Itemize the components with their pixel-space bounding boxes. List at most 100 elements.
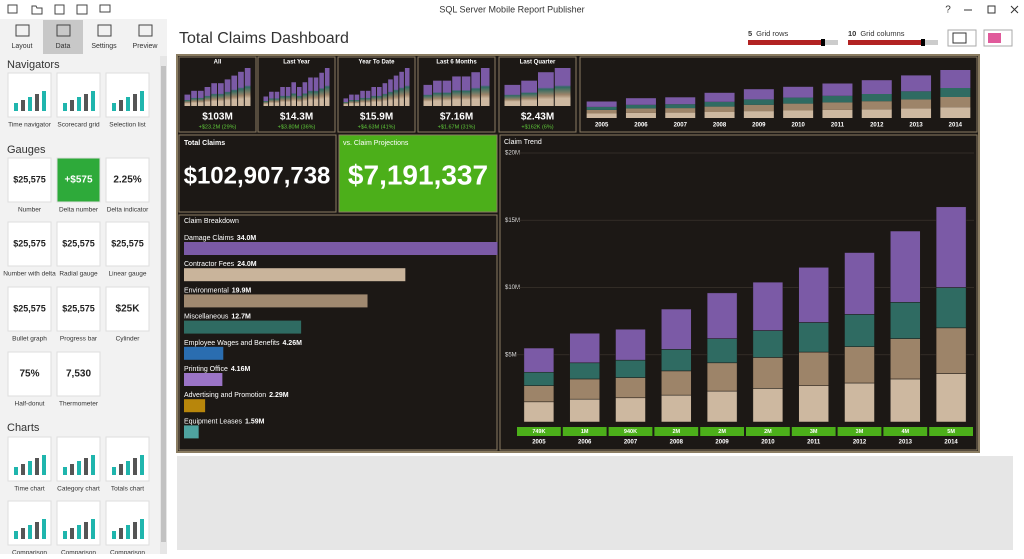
bar-segment[interactable] [890,230,921,303]
spark-bar [313,77,319,106]
bar-segment[interactable] [844,382,875,423]
bar-segment[interactable] [935,287,967,329]
bar-segment[interactable] [798,267,829,323]
bar-segment[interactable] [569,398,600,423]
bar[interactable] [184,294,368,308]
bar-segment[interactable] [523,385,555,403]
widget-thumb[interactable] [7,351,52,397]
bar-segment[interactable] [523,371,555,386]
bar-segment[interactable] [706,292,738,339]
tab[interactable] [2,20,42,54]
help-button[interactable]: ? [945,5,951,16]
bar-segment[interactable] [615,377,646,399]
icon-saveas[interactable] [76,4,88,15]
slider-thumb[interactable] [921,39,925,46]
widget-thumb[interactable] [105,286,150,332]
footer-cell [517,427,561,436]
spark-bar [231,75,238,106]
widget-thumb[interactable] [7,157,52,203]
bar[interactable] [184,268,406,282]
tab[interactable] [43,20,83,54]
bar-segment[interactable] [890,338,921,380]
bar[interactable] [184,399,206,413]
widget-preview: 2.25% [113,175,141,186]
widget-thumb[interactable] [7,221,52,267]
tab-label[interactable]: Layout [11,43,32,50]
maximize[interactable] [987,5,996,14]
bar-segment[interactable] [752,281,784,331]
widget-thumb[interactable] [56,286,101,332]
icon-new[interactable] [7,4,18,14]
category: Miscellaneous [184,313,229,320]
bar-segment[interactable] [523,401,555,423]
bar[interactable] [184,346,224,360]
widget-thumb[interactable] [105,157,150,203]
bar-segment[interactable] [569,332,600,364]
thumb-deco [126,97,130,111]
mini-bar-segment [586,113,617,118]
bar-segment[interactable] [569,362,600,380]
thumb-deco [133,458,137,475]
widget-thumb[interactable] [56,221,101,267]
bar-segment[interactable] [661,394,692,423]
bar-segment[interactable] [935,373,967,423]
tab[interactable] [125,20,165,54]
bar-segment[interactable] [890,378,921,423]
icon-save[interactable] [54,4,65,15]
scrollbar-thumb[interactable] [161,66,166,542]
bar-segment[interactable] [798,351,829,386]
close[interactable] [1010,5,1019,14]
app-title: SQL Server Mobile Report Publisher [439,4,584,14]
thumb-deco [35,94,39,111]
bar-segment[interactable] [661,370,692,396]
tab-label[interactable]: Preview [133,43,159,50]
bar-label: Damage Claims 34.0M [184,235,256,242]
bar-segment[interactable] [615,328,646,361]
bar-segment[interactable] [935,206,967,288]
widget-thumb[interactable] [56,157,101,203]
mini-bar-segment [586,109,617,114]
widget-thumb[interactable] [7,286,52,332]
icon-publish[interactable] [99,4,111,13]
bar[interactable] [184,320,302,334]
bar-segment[interactable] [798,322,829,353]
bar-segment[interactable] [890,302,921,339]
slider-thumb[interactable] [821,39,825,46]
bar-segment[interactable] [844,346,875,384]
bar-segment[interactable] [706,338,738,364]
bar-segment[interactable] [935,327,967,374]
bar-segment[interactable] [844,252,875,315]
bar-segment[interactable] [661,308,692,350]
widget-thumb[interactable] [56,351,101,397]
toolbar-icons[interactable] [7,4,111,15]
tab-label[interactable]: Data [56,43,71,50]
spark-bar [442,80,452,106]
bar-segment[interactable] [615,359,646,378]
dashboard: All $103M+$23.2M (29%) Last Year $14.3M+$3.… [178,56,978,451]
bar-segment[interactable] [752,330,784,358]
tab[interactable] [84,20,124,54]
bar-segment[interactable] [523,347,555,373]
bar-segment[interactable] [706,362,738,392]
widget-label: Cylinder [116,336,141,343]
bar-segment[interactable] [798,385,829,423]
bar-segment[interactable] [752,357,784,389]
tile[interactable] [338,134,498,213]
icon-open[interactable] [31,5,43,15]
bar-segment[interactable] [706,390,738,423]
spark-bar [218,83,224,106]
bar-segment[interactable] [569,378,600,400]
bar-segment[interactable] [661,349,692,372]
tab-label[interactable]: Settings [91,43,117,50]
bar-segment[interactable] [844,314,875,347]
tile[interactable] [178,134,337,213]
mini-bar-segment [861,94,892,102]
bar[interactable] [184,373,223,386]
bar-segment[interactable] [752,388,784,423]
bar[interactable] [184,242,498,255]
bar[interactable] [184,425,199,439]
bar-segment[interactable] [615,397,646,423]
widget-thumb[interactable] [105,221,150,267]
layout-button[interactable] [947,29,977,47]
mini-bar-segment [665,112,696,118]
